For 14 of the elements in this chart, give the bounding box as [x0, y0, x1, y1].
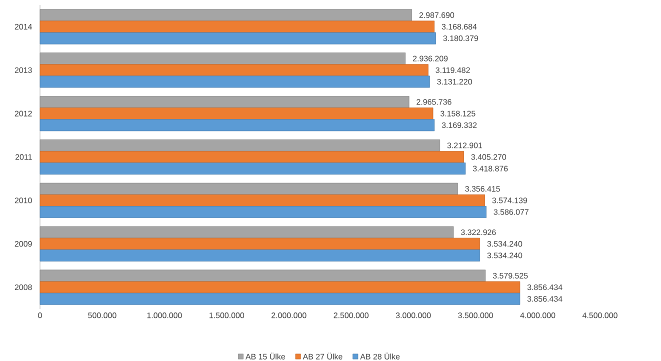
bar: [40, 292, 520, 305]
bar: [40, 206, 486, 218]
bar: [40, 76, 430, 88]
bar: [40, 151, 464, 163]
bar: [40, 194, 485, 206]
bar: [40, 108, 434, 120]
bar: [40, 238, 480, 250]
bar: [40, 32, 436, 44]
bar: [40, 281, 520, 294]
bar: [40, 162, 466, 175]
bar: [40, 249, 480, 262]
bar: [40, 20, 435, 33]
bar: [40, 64, 428, 76]
bar: [40, 119, 435, 132]
